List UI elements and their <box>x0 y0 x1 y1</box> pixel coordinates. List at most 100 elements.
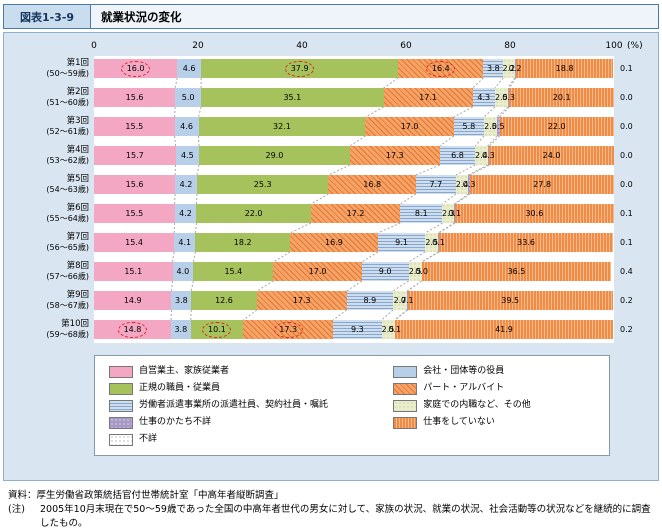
legend-label: 労働者派遣事業所の派遣社員、契約社員・嘱託 <box>139 400 329 410</box>
unknown-value: 0.2 <box>620 325 633 334</box>
segment-value: 29.0 <box>265 151 284 160</box>
bar-row: 15.1 4.0 15.4 17.0 9.0 2.5 0.0 36.5 <box>94 262 614 281</box>
unknown-value: 0.2 <box>620 296 633 305</box>
legend-label: 会社・団体等の役員 <box>423 366 505 376</box>
bar-segment: 24.0 <box>489 146 614 165</box>
segment-value: 4.6 <box>180 122 193 131</box>
bar-segment: 25.3 <box>196 175 329 194</box>
note-label: (注) <box>8 503 25 515</box>
bar-row: 15.5 4.6 32.1 17.0 5.8 2.5 0.5 22.0 <box>94 117 614 136</box>
segment-value: 4.2 <box>179 180 193 189</box>
legend-left-column: 自営業主、家族従業者 正規の職員・従業員労働者派遣事業所の派遣社員、契約社員・嘱託… <box>109 363 393 448</box>
bar-segment: 8.1 <box>400 204 443 223</box>
row-label-wave: 第10回 <box>61 319 89 329</box>
bar-segment: 15.6 <box>94 88 176 107</box>
bars: 16.0 4.6 37.9 16.4 3.8 2.2 0.2 18.8 15.6 5.0 35.1 1… <box>94 56 615 343</box>
row-label-age: (53〜62歳) <box>46 155 89 165</box>
legend-item: 不詳 <box>109 433 393 446</box>
row-label-wave: 第3回 <box>66 116 89 126</box>
segment-value: 2.5 <box>381 325 395 334</box>
row-label-age: (59〜68歳) <box>46 329 89 339</box>
bar-segment: 41.9 <box>395 320 613 339</box>
row-label-age: (50〜59歳) <box>46 68 89 78</box>
segment-value: 36.5 <box>507 267 526 276</box>
bar-segment: 2.4 <box>456 175 468 194</box>
note-text: 2005年10月末現在で50〜59歳であった全国の中高年者世代の男女に対して、家… <box>40 503 651 529</box>
legend-swatch <box>393 399 418 412</box>
row-label-wave: 第4回 <box>66 145 89 155</box>
unknown-value: 0.0 <box>620 180 633 189</box>
unknown-value: 0.0 <box>620 151 633 160</box>
segment-value: 17.3 <box>292 296 311 305</box>
bar-segment: 2.5 <box>483 117 497 136</box>
bar-segment: 0.3 <box>463 175 475 194</box>
segment-value: 15.5 <box>125 122 144 131</box>
source-note: 資料：厚生労働省政策統括官付世帯統計室「中高年者縦断調査」 <box>8 490 284 501</box>
segment-value: 2.7 <box>393 296 407 305</box>
row-label: 第10回 (59〜68歳) <box>46 319 89 339</box>
segment-value: 2.5 <box>484 122 497 131</box>
highlight-ellipse <box>117 321 147 338</box>
segment-value: 0.1 <box>388 325 402 334</box>
legend-item: 会社・団体等の役員 <box>393 365 599 378</box>
segment-value: 3.8 <box>174 296 188 305</box>
legend-label: パート・アルバイト <box>423 383 505 393</box>
bar-segment: 8.9 <box>346 291 393 310</box>
bar-segment: 36.5 <box>421 262 612 281</box>
bar-segment: 17.3 <box>256 291 347 310</box>
highlight-ellipse <box>121 60 151 77</box>
segment-value: 0.2 <box>508 64 522 73</box>
unknown-value: 0.0 <box>620 93 633 102</box>
unknown-value: 0.4 <box>620 267 633 276</box>
segment-value: 17.3 <box>385 151 404 160</box>
bar-segment: 39.5 <box>407 291 613 310</box>
bar-segment: 3.8 <box>483 59 504 78</box>
legend-swatch <box>109 433 133 446</box>
row-label: 第2回 (51〜60歳) <box>46 87 89 107</box>
segment-value: 12.6 <box>215 296 233 305</box>
bar-segment: 27.8 <box>469 175 615 194</box>
bar-segment: 2.5 <box>381 320 395 339</box>
figure-header: 図表1-3-9 就業状況の変化 <box>3 4 659 29</box>
highlight-ellipse <box>202 321 232 338</box>
segment-value: 15.4 <box>125 238 143 247</box>
legend-item: 仕事のかたち不詳 <box>109 416 393 429</box>
bar-row: 15.4 4.1 18.2 16.9 9.1 2.5 0.1 33.6 <box>94 233 614 252</box>
segment-value: 6.8 <box>451 151 464 160</box>
segment-value: 9.1 <box>395 238 408 247</box>
bar-segment: 0.3 <box>502 88 515 107</box>
bar-segment: 9.1 <box>377 233 426 252</box>
segment-value: 0.5 <box>491 122 505 131</box>
row-label: 第5回 (54〜63歳) <box>46 174 89 194</box>
bar-segment: 20.1 <box>509 88 614 107</box>
segment-value: 18.8 <box>555 64 574 73</box>
legend-label: 正規の職員・従業員 <box>139 383 221 393</box>
segment-value: 15.4 <box>224 267 243 276</box>
bar-segment: 16.8 <box>328 175 416 194</box>
footer: 資料：厚生労働省政策統括官付世帯統計室「中高年者縦断調査」 (注) 2005年1… <box>3 481 659 530</box>
bar-segment: 2.4 <box>475 146 488 165</box>
bar-segment: 29.0 <box>199 146 350 165</box>
segment-value: 22.0 <box>244 209 263 218</box>
bar-segment: 17.2 <box>310 204 401 223</box>
row-label: 第7回 (56〜65歳) <box>46 232 89 252</box>
x-tick: 80 <box>504 41 516 51</box>
row-label: 第3回 (52〜61歳) <box>46 116 89 136</box>
segment-value: 2.2 <box>502 64 516 73</box>
legend-label: 自営業主、家族従業者 <box>139 366 230 376</box>
segment-value: 5.0 <box>181 93 195 102</box>
bar-segment: 22.0 <box>499 117 614 136</box>
segment-value: 0.3 <box>481 151 495 160</box>
segment-value: 0.1 <box>448 209 461 218</box>
legend-label: 仕事をしていない <box>423 417 495 427</box>
segment-value: 3.8 <box>486 64 500 73</box>
bar-segment: 22.0 <box>196 204 311 223</box>
bar-segment: 0.5 <box>492 117 505 136</box>
bar-segment: 15.4 <box>193 262 274 281</box>
legend-item: 自営業主、家族従業者 <box>109 365 393 378</box>
bar-row: 14.9 3.8 12.6 17.3 8.9 2.7 0.1 39.5 <box>94 291 614 310</box>
row-label-wave: 第9回 <box>66 290 89 300</box>
bar-segment: 4.0 <box>172 262 194 281</box>
bar-segment: 0.2 <box>509 59 522 78</box>
